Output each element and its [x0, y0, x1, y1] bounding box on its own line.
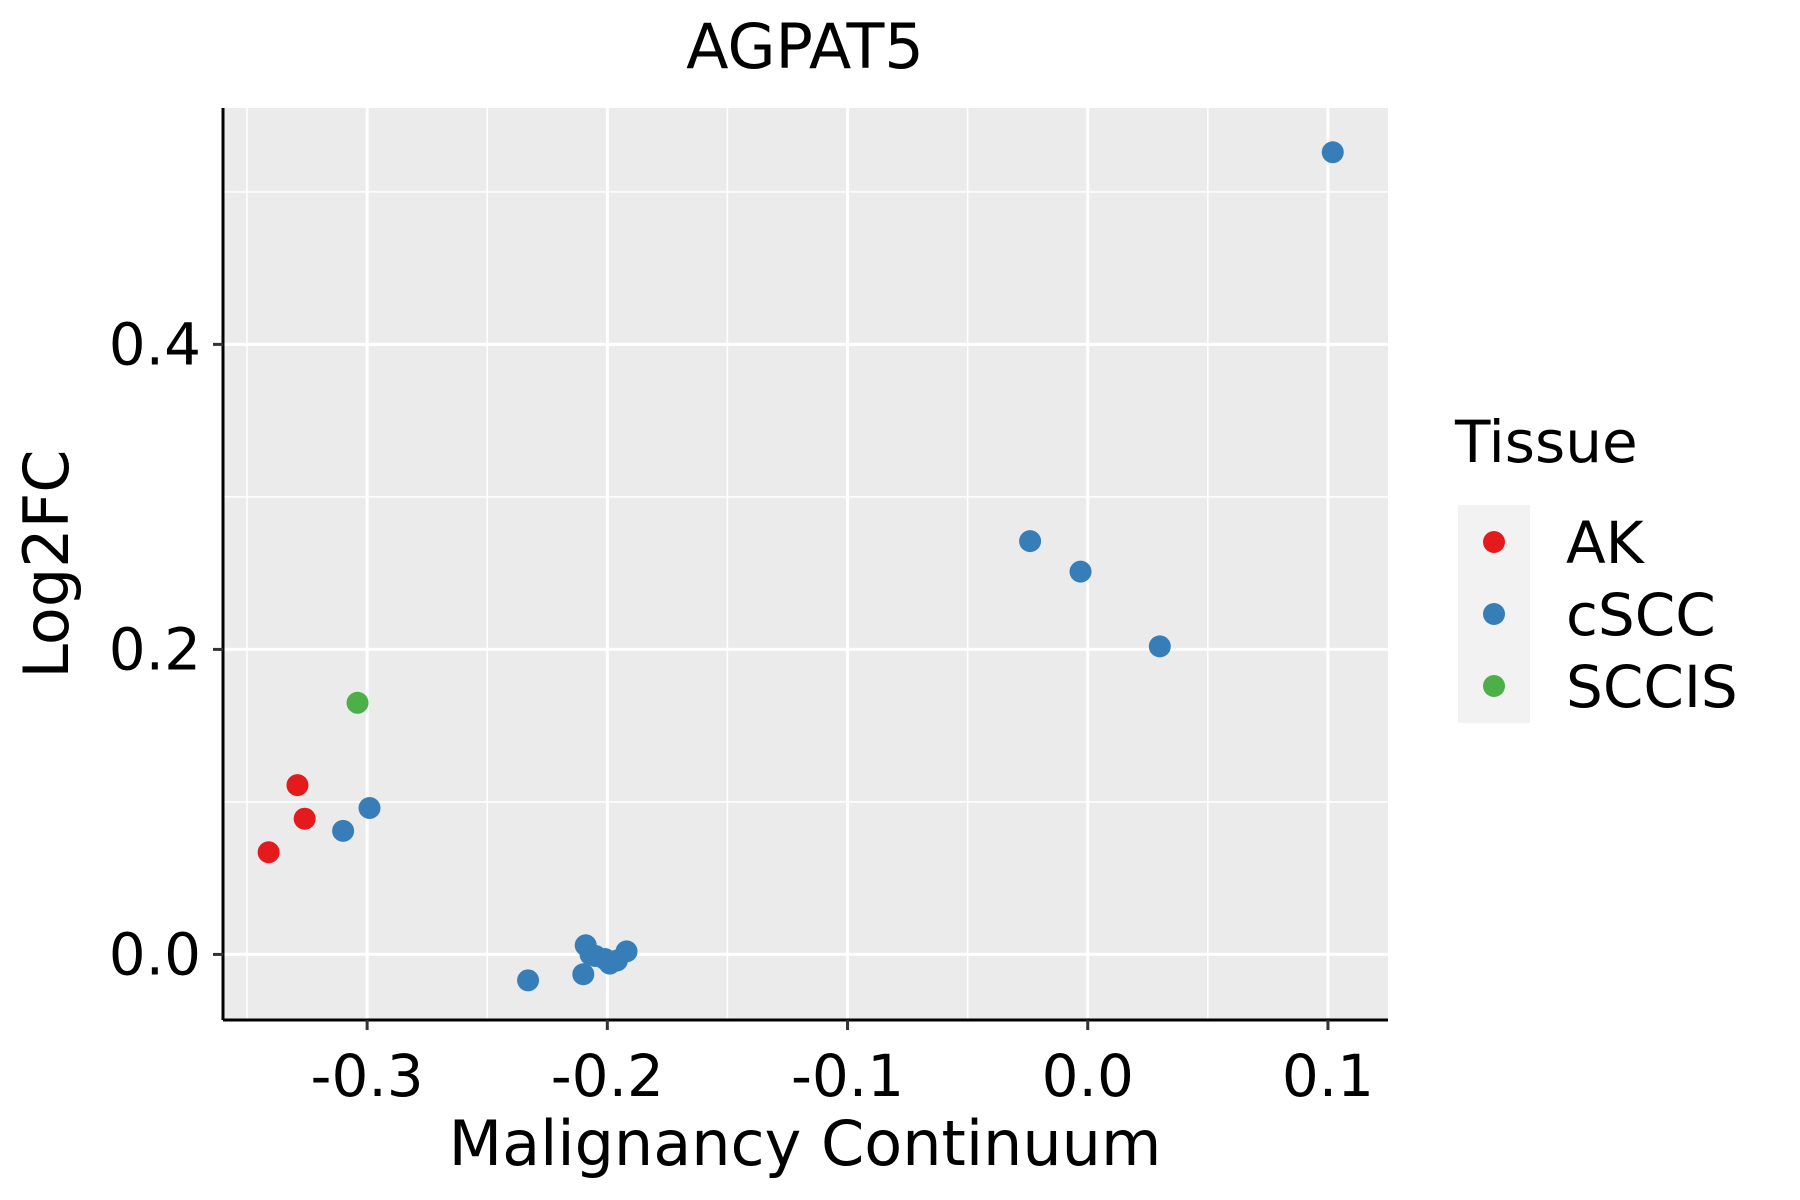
y-axis-title: Log2FC	[10, 449, 83, 678]
data-points	[257, 141, 1344, 992]
point-cscc	[1321, 141, 1344, 164]
point-cscc	[358, 797, 381, 820]
x-tick-label: -0.2	[551, 1042, 664, 1110]
point-ak	[293, 807, 316, 830]
point-ak	[257, 841, 280, 864]
point-sccis	[346, 691, 369, 714]
x-tick-label: 0.0	[1042, 1042, 1134, 1110]
legend-key-ak	[1483, 531, 1505, 553]
point-cscc	[1019, 530, 1042, 553]
point-cscc	[572, 963, 595, 986]
major-gridlines	[223, 108, 1388, 1020]
plot-panel	[223, 108, 1388, 1020]
y-axis-ticks: 0.0 0.2 0.4	[109, 310, 223, 988]
minor-gridlines	[223, 108, 1388, 1020]
chart-title: AGPAT5	[686, 10, 924, 83]
point-cscc	[1069, 560, 1092, 583]
x-tick-label: 0.1	[1282, 1042, 1374, 1110]
y-tick-label: 0.4	[109, 310, 201, 378]
y-tick-label: 0.2	[109, 615, 201, 683]
legend-label-ak: AK	[1566, 509, 1646, 577]
point-cscc	[332, 819, 355, 842]
legend-label-sccis: SCCIS	[1566, 653, 1738, 721]
point-ak	[286, 774, 309, 797]
x-tick-label: -0.1	[791, 1042, 904, 1110]
x-tick-label: -0.3	[311, 1042, 424, 1110]
point-cscc	[517, 969, 540, 992]
legend-label-cscc: cSCC	[1566, 581, 1716, 649]
legend-key-cscc	[1483, 603, 1505, 625]
legend-key-sccis	[1483, 675, 1505, 697]
x-axis-title: Malignancy Continuum	[449, 1107, 1162, 1180]
point-cscc	[1148, 635, 1171, 658]
x-axis-ticks: -0.3 -0.2 -0.1 0.0 0.1	[311, 1020, 1374, 1110]
point-cscc	[615, 940, 638, 963]
y-tick-label: 0.0	[109, 920, 201, 988]
legend-title: Tissue	[1454, 408, 1638, 476]
